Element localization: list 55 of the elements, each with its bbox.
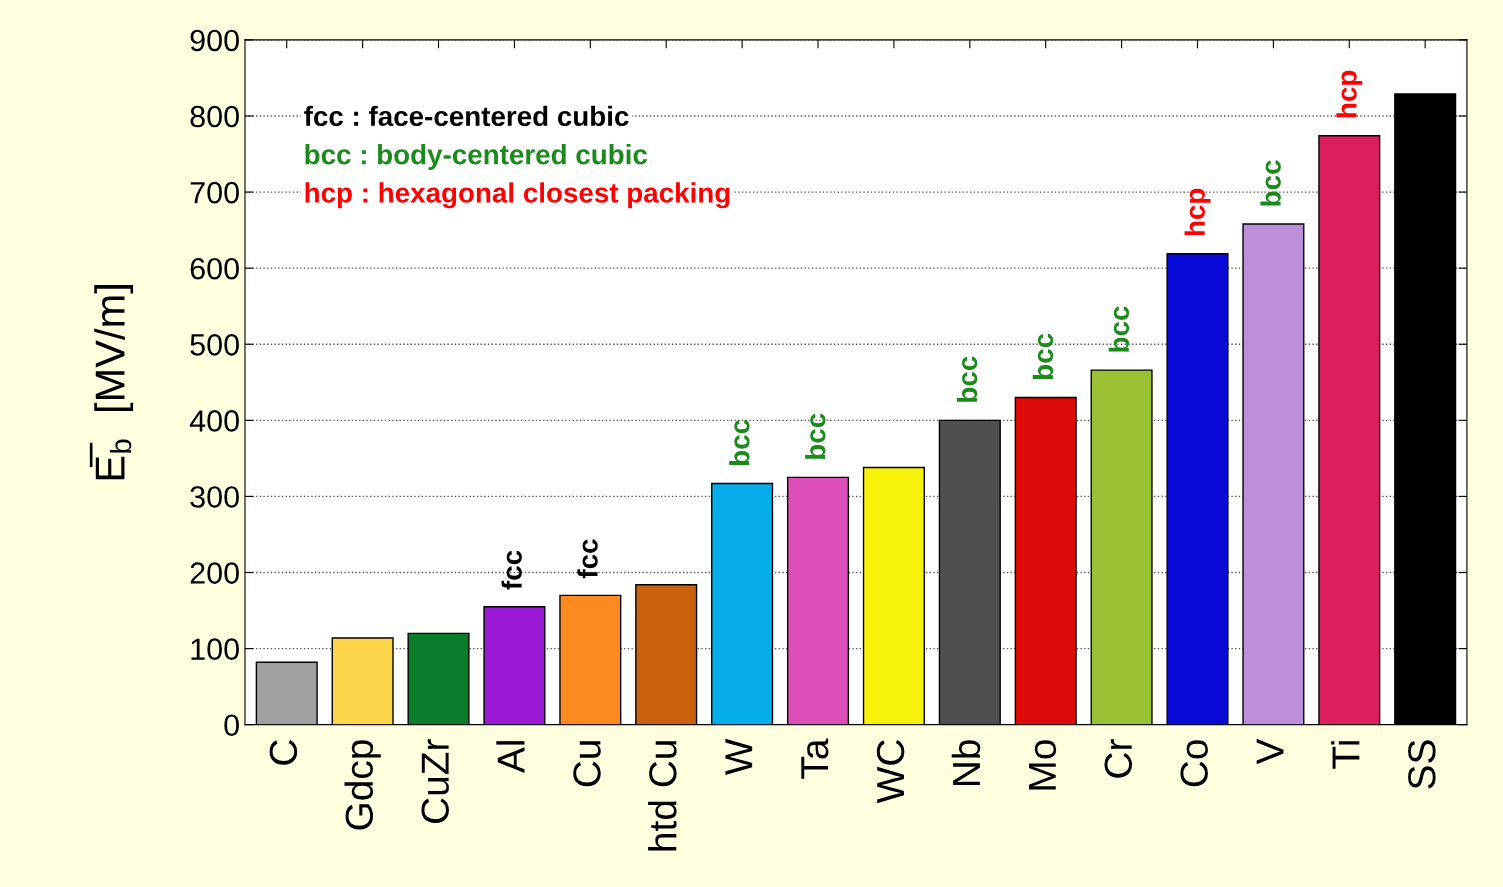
annotation: bcc: [1260, 160, 1281, 206]
x-tick-label: Cu: [573, 741, 601, 787]
bar: [1166, 253, 1229, 725]
annotation: fcc: [501, 550, 522, 590]
x-tick-label: Gdcp: [344, 740, 381, 830]
annotation: hcp : hexagonal closest packing: [305, 182, 730, 209]
bar: [483, 606, 546, 725]
y-tick-label: 500: [190, 333, 239, 356]
annotation: bcc : body-centered cubic: [305, 144, 648, 170]
bar: [1394, 93, 1457, 725]
bar: [331, 637, 394, 725]
x-tick-label: SS: [1408, 740, 1436, 789]
x-tick-label: Cr: [1104, 739, 1133, 778]
x-tick-label: C: [269, 740, 298, 765]
x-tick-label: WC: [876, 740, 905, 804]
y-tick-label: 600: [190, 257, 239, 280]
bar: [1014, 396, 1077, 725]
y-tick-label: 0: [224, 714, 239, 737]
y-tick-label: 900: [190, 29, 239, 52]
y-tick-label: 700: [190, 181, 239, 204]
y-tick-label: 400: [189, 410, 239, 432]
x-tick-label: V: [1256, 738, 1284, 765]
y-tick-label: 100: [191, 638, 239, 660]
bar: [1318, 135, 1381, 725]
x-tick-label: htd Cu: [648, 741, 677, 851]
bar: [862, 466, 925, 725]
bar: [635, 583, 698, 725]
x-tick-label: Co: [1180, 740, 1208, 787]
annotation: hcp: [1184, 188, 1211, 236]
x-tick-label: Ta: [801, 738, 829, 779]
y-tick-label: 300: [190, 486, 239, 508]
annotation: bcc: [956, 356, 978, 402]
annotation: hcp: [1336, 70, 1363, 118]
bar: [1090, 369, 1153, 725]
bar: [1242, 223, 1305, 725]
bar: [711, 482, 774, 725]
bar: [407, 632, 470, 725]
annotation: fcc: [577, 539, 598, 579]
x-tick-label: Ti: [1331, 741, 1360, 769]
x-tick-label: Al: [496, 741, 525, 774]
annotation: bcc: [1032, 333, 1054, 380]
bar: [786, 476, 850, 725]
annotation: bcc: [805, 413, 826, 459]
x-tick-label: Mo: [1029, 740, 1057, 790]
x-tick-label: Nb: [951, 740, 981, 786]
bar: [559, 594, 622, 725]
bar: [255, 661, 318, 725]
annotation: fcc : face-centered cubic: [304, 105, 629, 127]
y-tick-label: 800: [190, 105, 239, 128]
x-tick-label: W: [725, 738, 753, 776]
x-tick-label: CuZr: [421, 739, 449, 824]
y-axis-title: E̅$_{b}$ [MV/m]: [89, 285, 134, 480]
annotation: bcc: [1108, 306, 1130, 352]
annotation: bcc: [729, 419, 750, 465]
y-tick-label: 200: [190, 562, 239, 584]
